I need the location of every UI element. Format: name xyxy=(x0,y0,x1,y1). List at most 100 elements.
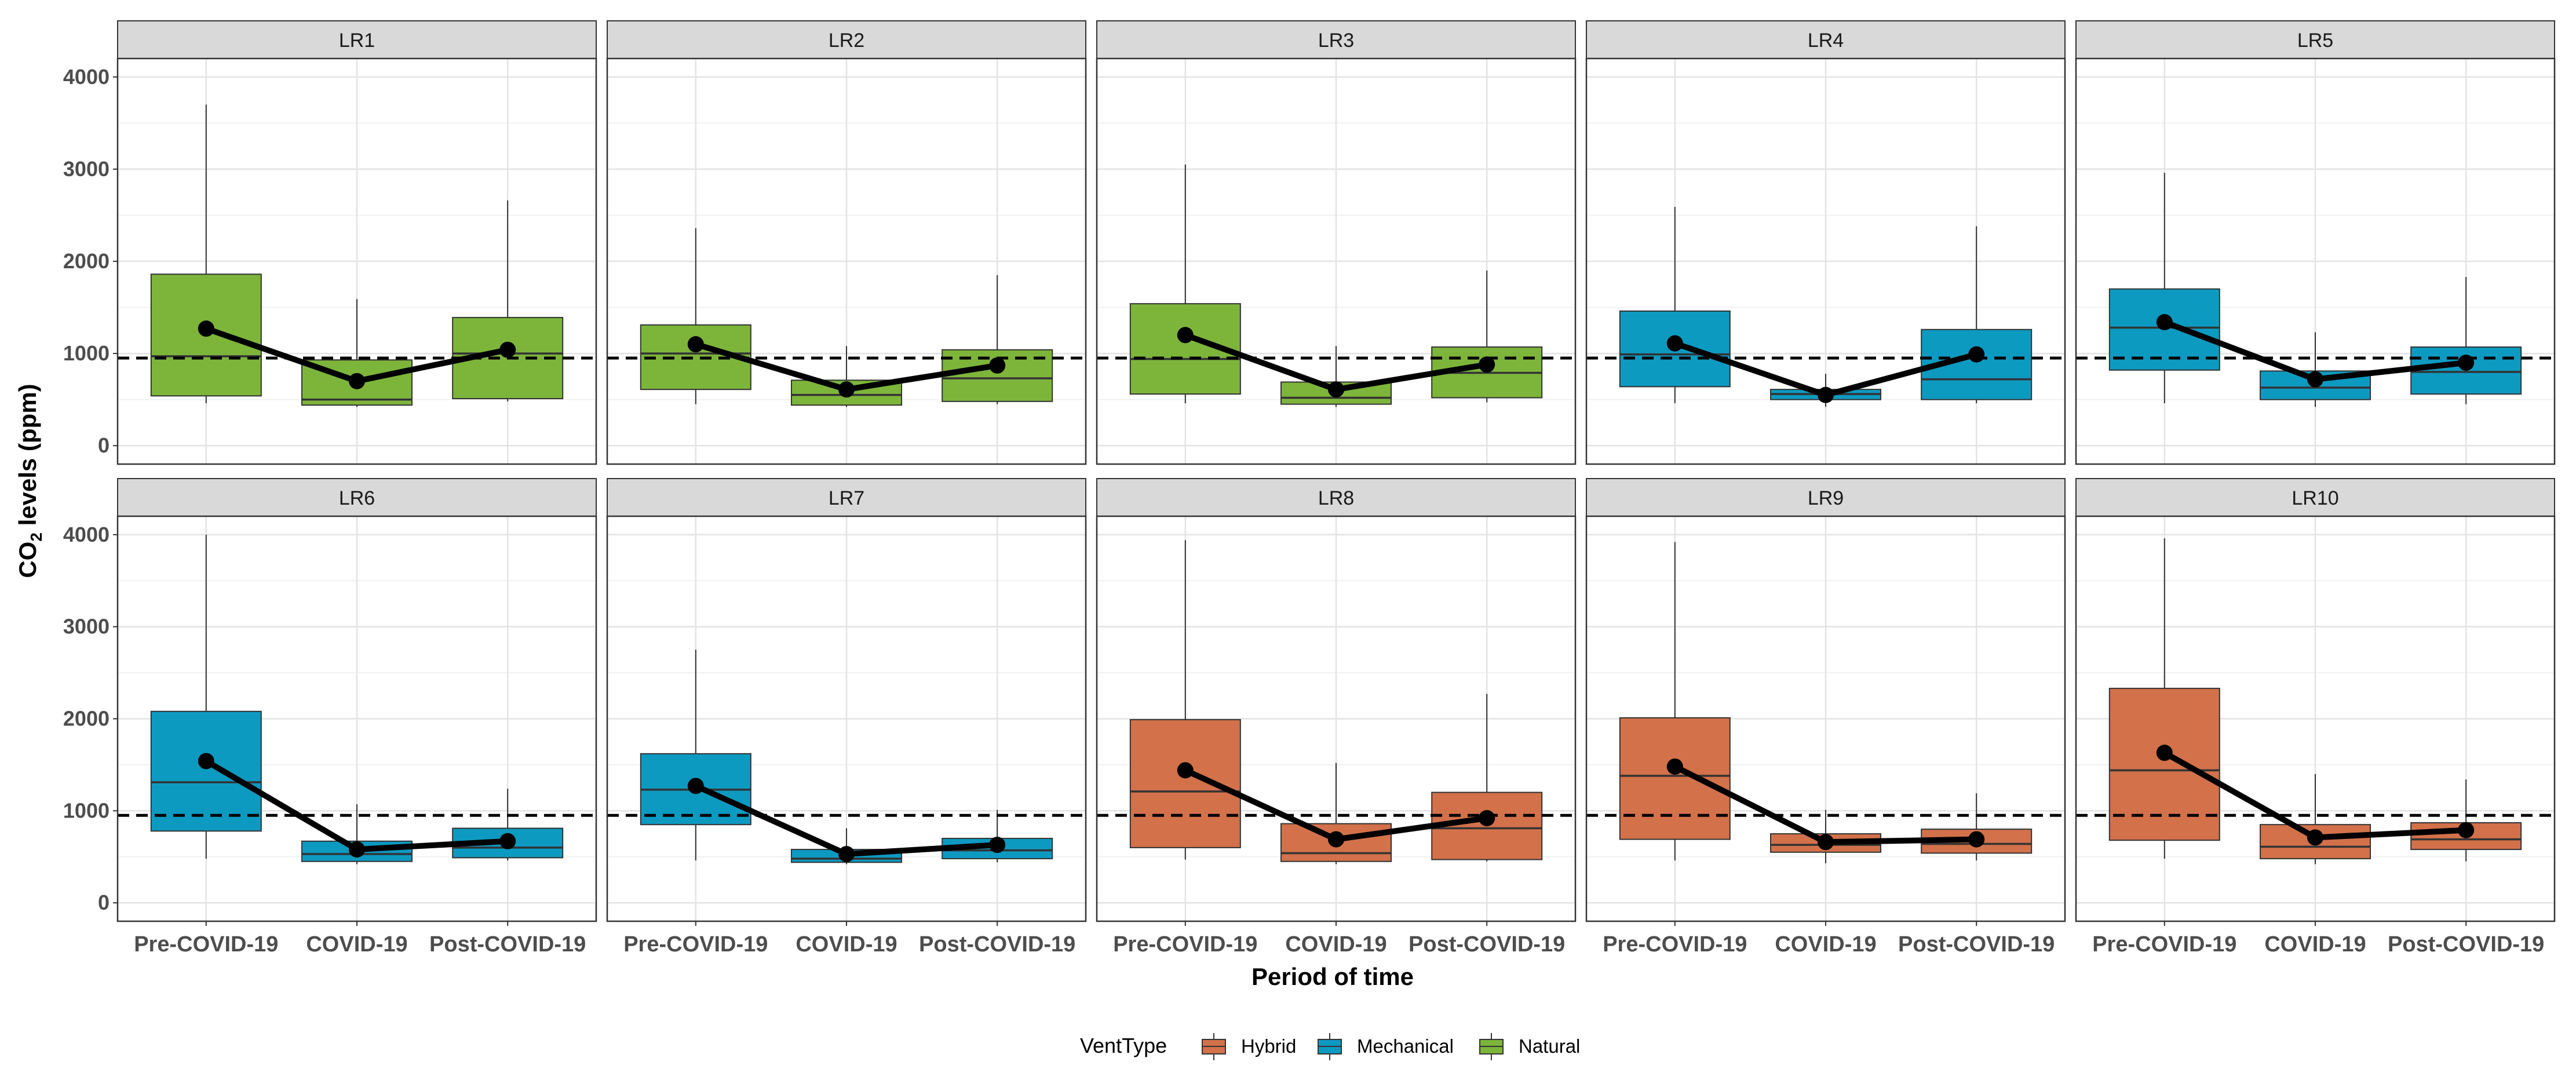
x-tick-label: Pre-COVID-19 xyxy=(623,932,768,957)
legend-entry-mechanical: Mechanical xyxy=(1318,1033,1454,1060)
mean-point xyxy=(1666,758,1683,775)
panel-border xyxy=(1096,57,1577,465)
mean-point xyxy=(989,357,1006,374)
panel-strip-label: LR9 xyxy=(1808,487,1844,509)
panel-lr10: LR10 xyxy=(2075,478,2556,922)
mean-point xyxy=(198,320,214,337)
mean-point xyxy=(687,336,704,353)
x-tick-label: COVID-19 xyxy=(2264,932,2366,957)
panel-lr7: LR7 xyxy=(606,478,1087,922)
x-tick-label: Pre-COVID-19 xyxy=(1603,932,1747,957)
panel-strip xyxy=(2075,20,2555,59)
mean-point xyxy=(989,837,1006,853)
panel-lr9: LR9 xyxy=(1585,478,2066,922)
panel-lr5: LR5 xyxy=(2075,20,2556,465)
panel-strip xyxy=(607,478,1086,517)
panel-strip xyxy=(117,20,597,59)
panel-lr1: LR1 xyxy=(116,20,597,465)
y-tick-label: 4000 xyxy=(63,65,110,89)
mean-point xyxy=(2307,371,2323,388)
panel-strip-label: LR3 xyxy=(1318,30,1354,52)
mean-point xyxy=(349,373,365,389)
box xyxy=(150,710,262,832)
x-tick-label: Post-COVID-19 xyxy=(919,932,1075,957)
y-tick-label: 1000 xyxy=(63,341,110,365)
panel-border xyxy=(2075,57,2556,465)
panel-strip xyxy=(607,20,1086,59)
x-tick-label: Pre-COVID-19 xyxy=(2092,932,2236,957)
panel-border xyxy=(606,57,1087,465)
legend-label-hybrid: Hybrid xyxy=(1241,1035,1296,1057)
panel-strip-label: LR8 xyxy=(1318,487,1354,509)
x-tick-label: COVID-19 xyxy=(1285,932,1386,957)
x-tick-label: Post-COVID-19 xyxy=(2388,932,2544,957)
x-tick-label: Post-COVID-19 xyxy=(429,932,586,957)
y-axis: 0 1000 2000 3000 4000 0 1000 2000 3000 4000 xyxy=(63,65,118,914)
mean-point xyxy=(2458,822,2475,838)
mean-point xyxy=(2307,829,2323,846)
mean-point xyxy=(1968,831,1985,848)
boxplot-pre-covid-19 xyxy=(1619,542,1731,861)
x-tick-label: Post-COVID-19 xyxy=(1409,932,1565,957)
mean-point xyxy=(1818,386,1834,403)
boxplot-pre-covid-19 xyxy=(2108,538,2220,859)
y-tick-label: 0 xyxy=(98,891,110,914)
mean-point xyxy=(499,833,516,849)
y-tick-label: 4000 xyxy=(63,523,110,546)
panel-strip-label: LR6 xyxy=(339,487,375,509)
panel-strip-label: LR4 xyxy=(1808,30,1844,52)
mean-point xyxy=(1479,356,1495,373)
mean-point xyxy=(1968,346,1985,363)
y-axis-title-part2: levels (ppm) xyxy=(14,384,41,532)
y-tick-label: 3000 xyxy=(63,615,110,638)
panel-lr4: LR4 xyxy=(1585,20,2066,465)
x-tick-label: Pre-COVID-19 xyxy=(134,932,278,957)
boxplot-pre-covid-19 xyxy=(1129,540,1241,860)
mean-point xyxy=(499,341,516,358)
x-tick-label: COVID-19 xyxy=(306,932,407,957)
box xyxy=(1619,717,1731,840)
panel-lr3: LR3 xyxy=(1096,20,1577,465)
y-tick-label: 1000 xyxy=(63,798,110,822)
mean-point xyxy=(838,846,855,863)
mean-point xyxy=(687,778,704,794)
y-tick-label: 2000 xyxy=(63,249,110,273)
mean-point xyxy=(198,753,214,769)
boxplot-pre-covid-19 xyxy=(150,534,262,859)
facet-panels: LR1 LR2 LR3 LR4 LR5 LR6 LR7 LR8 LR9 LR10 xyxy=(116,20,2556,922)
mean-point xyxy=(1328,381,1344,398)
panel-lr6: LR6 xyxy=(116,478,597,922)
mean-point xyxy=(1479,810,1495,827)
x-tick-label: COVID-19 xyxy=(796,932,897,957)
legend-label-mechanical: Mechanical xyxy=(1357,1035,1454,1057)
mean-point xyxy=(2458,355,2475,371)
x-axis-title: Period of time xyxy=(1251,963,1414,990)
mean-point xyxy=(1177,327,1194,344)
x-tick-label: Pre-COVID-19 xyxy=(1113,932,1257,957)
panel-strip-label: LR5 xyxy=(2297,30,2333,52)
panel-strip-label: LR2 xyxy=(829,30,864,52)
legend-entry-hybrid: Hybrid xyxy=(1202,1033,1296,1060)
panel-strip-label: LR7 xyxy=(829,487,864,509)
mean-point xyxy=(1328,831,1344,848)
mean-point xyxy=(349,841,365,858)
x-tick-label: COVID-19 xyxy=(1775,932,1876,957)
mean-point xyxy=(2156,314,2173,330)
mean-point xyxy=(2156,745,2173,761)
panel-strip xyxy=(1586,478,2066,517)
y-axis-title-part1: CO xyxy=(14,542,41,578)
panel-strip xyxy=(1586,20,2066,59)
y-tick-label: 3000 xyxy=(63,157,110,181)
panel-strip xyxy=(117,478,597,517)
panel-lr2: LR2 xyxy=(606,20,1087,465)
box xyxy=(1129,719,1241,848)
box xyxy=(2108,688,2220,841)
mean-point xyxy=(1177,762,1194,779)
legend: VentType Hybrid Mechanical Natural xyxy=(1080,1033,1580,1060)
mean-point xyxy=(1818,834,1834,851)
mean-point xyxy=(1666,335,1683,352)
panel-strip-label: LR10 xyxy=(2292,487,2338,509)
y-axis-title: CO2 levels (ppm) xyxy=(14,384,45,578)
y-axis-title-subscript: 2 xyxy=(27,532,45,542)
